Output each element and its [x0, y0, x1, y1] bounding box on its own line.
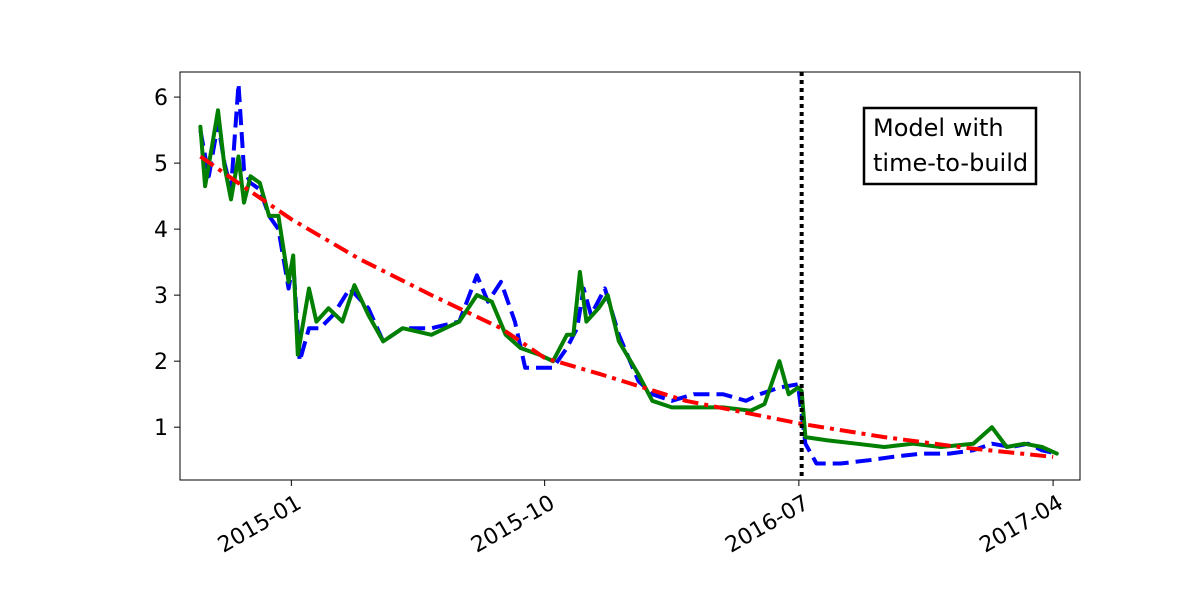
y-tick-label: 5 [154, 152, 168, 177]
annotation-line-2: time-to-build [873, 149, 1028, 177]
y-tick-label: 6 [154, 86, 168, 111]
series-layer [198, 81, 1059, 466]
plot-frame [179, 71, 1081, 481]
y-tick-label: 1 [154, 416, 168, 441]
y-tick-label: 4 [154, 218, 168, 243]
annotation-box: Model with time-to-build [862, 106, 1038, 186]
y-axis: 1 2 3 4 5 6 [154, 86, 180, 441]
y-tick-label: 3 [154, 284, 168, 309]
series-line-dash-dot [199, 154, 1054, 459]
annotation-frame [862, 106, 1038, 186]
y-tick-label: 2 [154, 350, 168, 375]
annotation-line-1: Model with [873, 114, 1004, 142]
series-line-dashed [198, 81, 1058, 466]
